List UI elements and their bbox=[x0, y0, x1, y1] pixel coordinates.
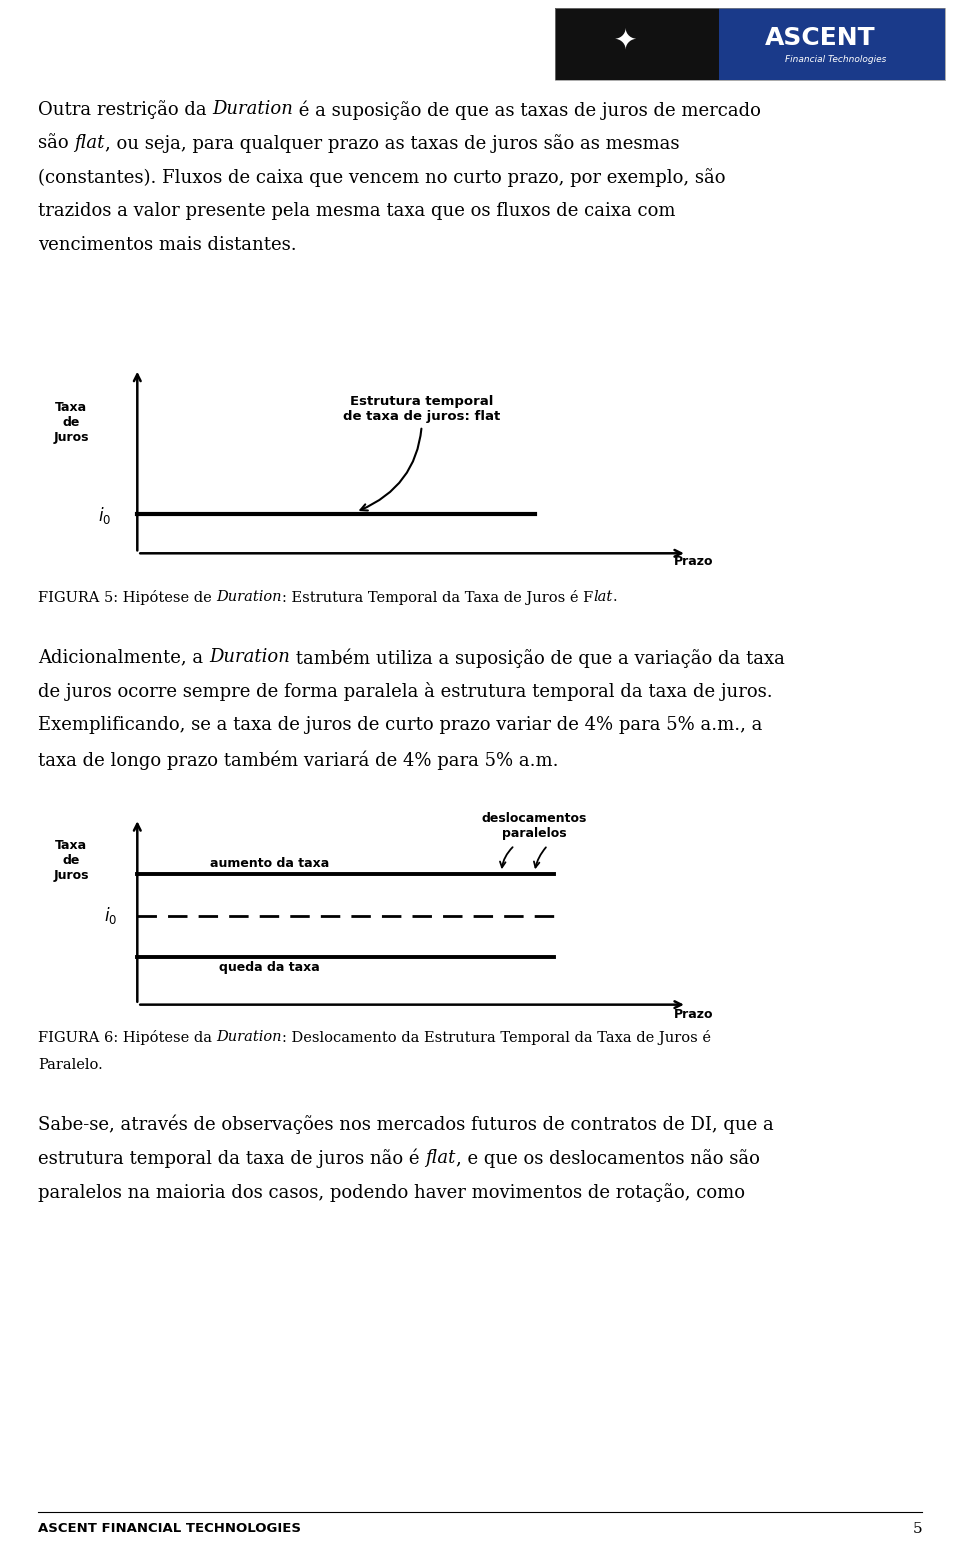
Text: : Estrutura Temporal da Taxa de Juros é F: : Estrutura Temporal da Taxa de Juros é … bbox=[282, 589, 593, 605]
Text: trazidos a valor presente pela mesma taxa que os fluxos de caixa com: trazidos a valor presente pela mesma tax… bbox=[38, 202, 676, 220]
Text: Exemplificando, se a taxa de juros de curto prazo variar de 4% para 5% a.m., a: Exemplificando, se a taxa de juros de cu… bbox=[38, 717, 762, 734]
Text: Prazo: Prazo bbox=[674, 1008, 713, 1021]
Text: flat: flat bbox=[425, 1149, 456, 1166]
Text: , e que os deslocamentos não são: , e que os deslocamentos não são bbox=[456, 1149, 759, 1168]
Text: aumento da taxa: aumento da taxa bbox=[210, 858, 329, 870]
Text: $i_0$: $i_0$ bbox=[98, 504, 110, 526]
Text: ASCENT FINANCIAL TECHNOLOGIES: ASCENT FINANCIAL TECHNOLOGIES bbox=[38, 1522, 301, 1535]
Text: ✦: ✦ bbox=[613, 26, 636, 54]
Text: Duration: Duration bbox=[212, 99, 293, 118]
Text: 5: 5 bbox=[912, 1522, 922, 1535]
Text: Taxa
de
Juros: Taxa de Juros bbox=[54, 402, 89, 445]
Text: Prazo: Prazo bbox=[674, 555, 713, 569]
Text: são: são bbox=[38, 133, 74, 152]
Text: Sabe-se, através de observações nos mercados futuros de contratos de DI, que a: Sabe-se, através de observações nos merc… bbox=[38, 1115, 774, 1134]
Text: $i_0$: $i_0$ bbox=[105, 906, 117, 926]
Text: de juros ocorre sempre de forma paralela à estrutura temporal da taxa de juros.: de juros ocorre sempre de forma paralela… bbox=[38, 682, 773, 701]
Text: estrutura temporal da taxa de juros não é: estrutura temporal da taxa de juros não … bbox=[38, 1149, 425, 1168]
Text: taxa de longo prazo também variará de 4% para 5% a.m.: taxa de longo prazo também variará de 4%… bbox=[38, 751, 559, 769]
Text: Outra restrição da: Outra restrição da bbox=[38, 99, 212, 119]
Text: Duration: Duration bbox=[217, 1030, 282, 1044]
Text: .: . bbox=[612, 589, 617, 603]
Text: (constantes). Fluxos de caixa que vencem no curto prazo, por exemplo, são: (constantes). Fluxos de caixa que vencem… bbox=[38, 168, 726, 188]
Text: ASCENT: ASCENT bbox=[765, 26, 876, 50]
Text: Duration: Duration bbox=[216, 589, 282, 603]
Text: queda da taxa: queda da taxa bbox=[219, 962, 320, 974]
Text: flat: flat bbox=[74, 133, 105, 152]
FancyBboxPatch shape bbox=[719, 8, 945, 81]
Text: , ou seja, para qualquer prazo as taxas de juros são as mesmas: , ou seja, para qualquer prazo as taxas … bbox=[105, 133, 680, 154]
Text: vencimentos mais distantes.: vencimentos mais distantes. bbox=[38, 236, 297, 254]
Text: é a suposição de que as taxas de juros de mercado: é a suposição de que as taxas de juros d… bbox=[293, 99, 761, 119]
Text: Estrutura temporal
de taxa de juros: flat: Estrutura temporal de taxa de juros: fla… bbox=[344, 396, 500, 510]
Text: FIGURA 6: Hipótese da: FIGURA 6: Hipótese da bbox=[38, 1030, 217, 1045]
FancyBboxPatch shape bbox=[555, 8, 719, 81]
Text: lat: lat bbox=[593, 589, 612, 603]
Text: FIGURA 5: Hipótese de: FIGURA 5: Hipótese de bbox=[38, 589, 216, 605]
Text: deslocamentos
paralelos: deslocamentos paralelos bbox=[482, 813, 588, 841]
Text: Taxa
de
Juros: Taxa de Juros bbox=[54, 839, 89, 883]
Text: Paralelo.: Paralelo. bbox=[38, 1058, 103, 1072]
Text: Financial Technologies: Financial Technologies bbox=[785, 56, 886, 64]
Text: Duration: Duration bbox=[209, 648, 290, 665]
Text: paralelos na maioria dos casos, podendo haver movimentos de rotação, como: paralelos na maioria dos casos, podendo … bbox=[38, 1183, 745, 1202]
Text: : Deslocamento da Estrutura Temporal da Taxa de Juros é: : Deslocamento da Estrutura Temporal da … bbox=[282, 1030, 711, 1045]
Text: também utiliza a suposição de que a variação da taxa: também utiliza a suposição de que a vari… bbox=[290, 648, 784, 667]
Text: Adicionalmente, a: Adicionalmente, a bbox=[38, 648, 209, 665]
